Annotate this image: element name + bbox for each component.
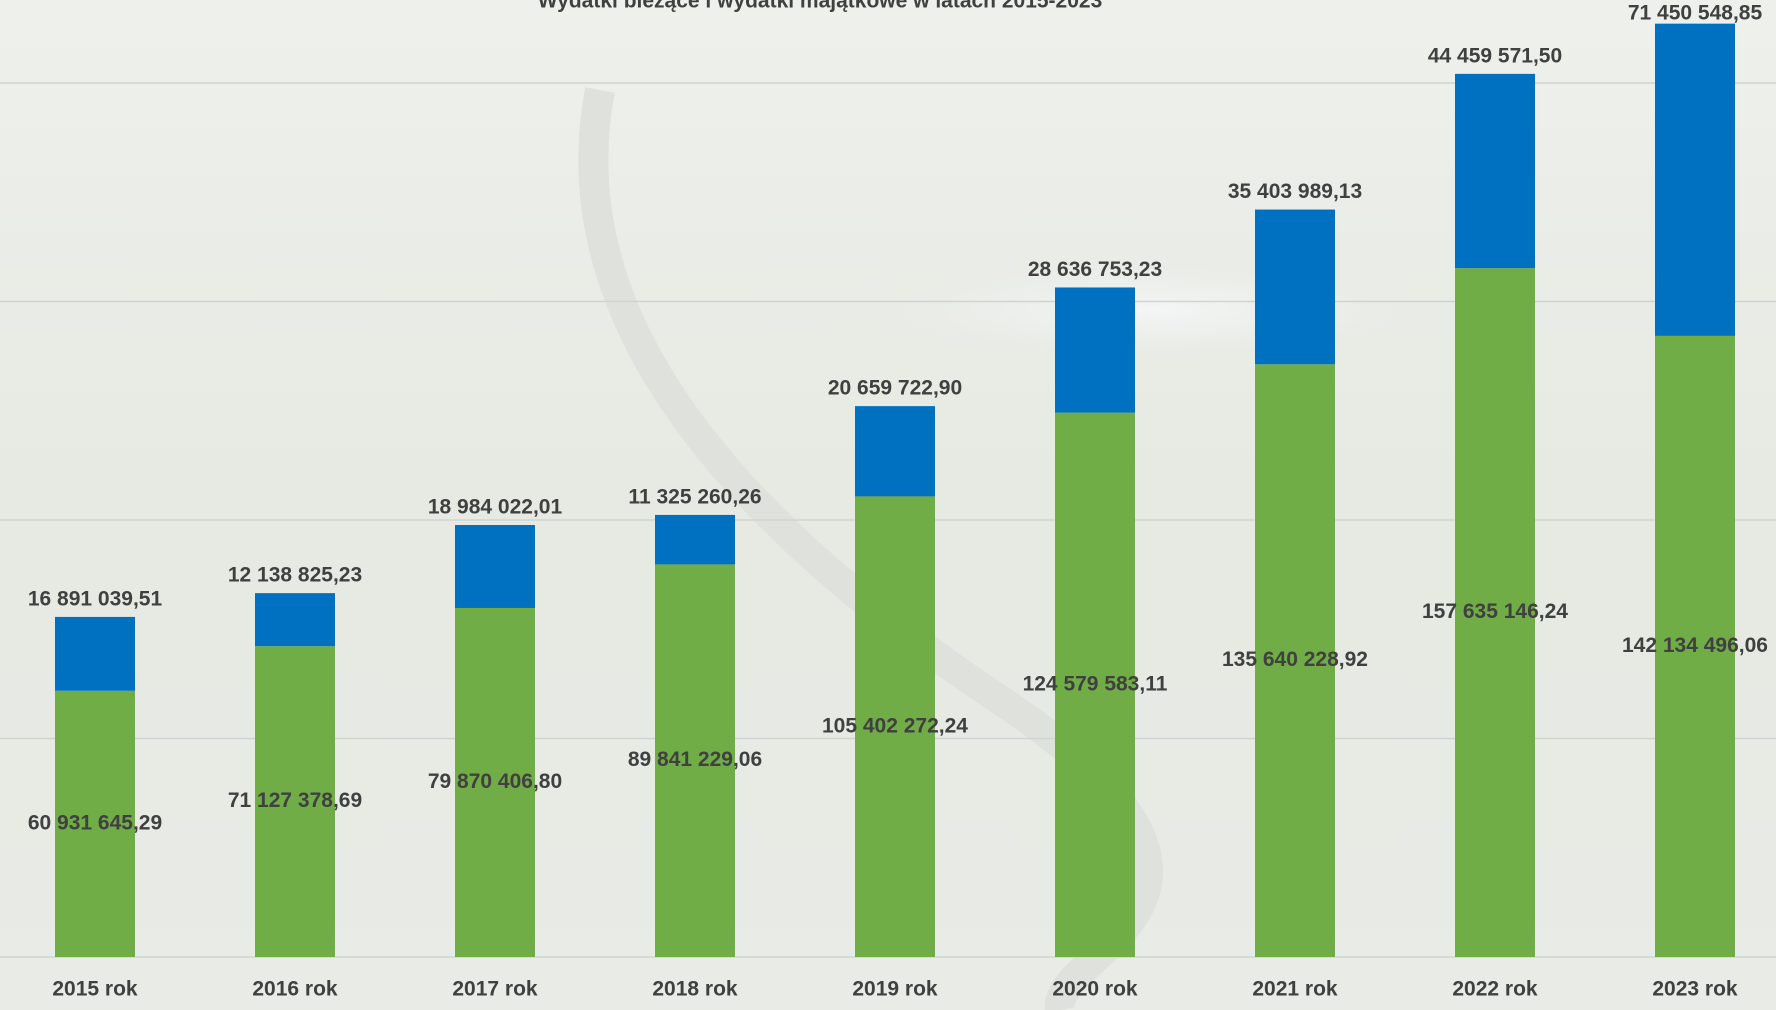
chart: 2015 rok 60 931 645,29 16 891 039,51 2016 r… xyxy=(0,0,1776,1010)
value-label: 71 127 378,69 xyxy=(228,789,362,812)
value-label: 35 403 989,13 xyxy=(1228,180,1362,203)
value-label: 71 450 548,85 xyxy=(1628,2,1763,25)
bar-segment xyxy=(1655,24,1735,336)
value-label: 16 891 039,51 xyxy=(28,587,163,610)
bar-segment xyxy=(255,593,335,646)
x-tick-label: 2020 rok xyxy=(1052,978,1138,1001)
x-tick-label: 2015 rok xyxy=(52,978,138,1001)
x-tick-label: 2017 rok xyxy=(452,978,538,1001)
value-label: 124 579 583,11 xyxy=(1023,672,1168,695)
x-tick-label: 2016 rok xyxy=(252,978,338,1001)
bar-segment xyxy=(1055,287,1135,412)
bar-segment xyxy=(55,617,135,691)
x-tick-label: 2023 rok xyxy=(1652,978,1738,1001)
value-label: 135 640 228,92 xyxy=(1222,648,1368,671)
bar-segment xyxy=(1455,74,1535,268)
x-tick-label: 2019 rok xyxy=(852,978,938,1001)
bar-segment xyxy=(1255,210,1335,365)
value-label: 12 138 825,23 xyxy=(228,564,362,587)
value-label: 28 636 753,23 xyxy=(1028,258,1162,281)
value-label: 11 325 260,26 xyxy=(628,485,761,508)
value-label: 20 659 722,90 xyxy=(828,377,962,400)
chart-title: Wydatki bieżące i wydatki majątkowe w la… xyxy=(538,0,1103,13)
value-label: 142 134 496,06 xyxy=(1622,634,1768,657)
value-label: 105 402 272,24 xyxy=(822,714,968,737)
value-label: 18 984 022,01 xyxy=(428,496,563,519)
value-label: 89 841 229,06 xyxy=(628,748,762,771)
value-label: 157 635 146,24 xyxy=(1422,600,1568,623)
page: 2015 rok 60 931 645,29 16 891 039,51 2016 r… xyxy=(0,0,1776,1010)
bar-segment xyxy=(855,406,935,496)
value-label: 79 870 406,80 xyxy=(428,770,562,793)
x-tick-label: 2018 rok xyxy=(652,978,738,1001)
bar-segment xyxy=(455,525,535,608)
x-tick-label: 2022 rok xyxy=(1452,978,1538,1001)
value-label: 44 459 571,50 xyxy=(1428,44,1562,67)
x-tick-label: 2021 rok xyxy=(1252,978,1338,1001)
bar-segment xyxy=(655,515,735,564)
value-label: 60 931 645,29 xyxy=(28,811,162,834)
